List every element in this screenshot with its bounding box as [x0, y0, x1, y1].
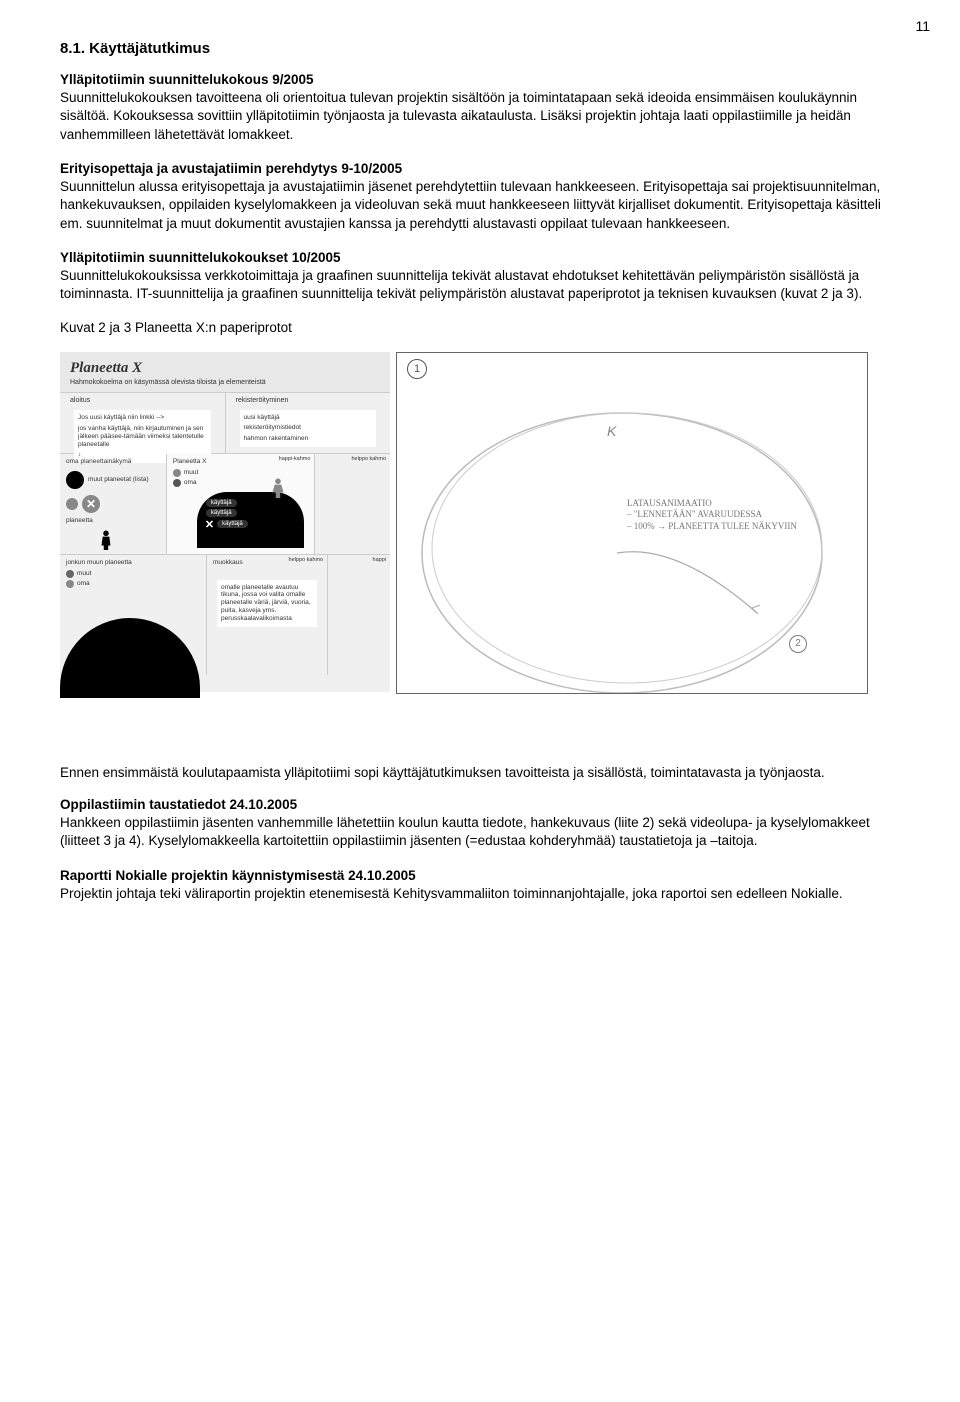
- pill: käyttäjä: [206, 499, 237, 507]
- proto-text: oma: [184, 479, 197, 486]
- proto-text: helppo kahmo: [351, 456, 386, 462]
- pill: käyttäjä: [206, 509, 237, 517]
- paper-proto-left: Planeetta X Hahmokokoelma on käsymässä o…: [60, 352, 390, 692]
- paragraph-text: Suunnittelukokouksen tavoitteena oli ori…: [60, 90, 857, 141]
- proto-text: rekisteröitymistiedot: [244, 424, 373, 432]
- proto-text: muut: [184, 469, 198, 476]
- proto-text: helppo kahmo: [289, 557, 324, 563]
- proto-text: – 100% → PLANEETTA TULEE NÄKYVIIN: [627, 521, 797, 533]
- page-number: 11: [915, 18, 930, 34]
- paragraph-text: Suunnittelun alussa erityisopettaja ja a…: [60, 179, 881, 230]
- proto-box: omalle planeetalle avautuu tikuna, jossa…: [217, 580, 317, 627]
- subheading: Ylläpitotiimin suunnittelukokoukset 10/2…: [60, 250, 341, 265]
- block-2: Erityisopettaja ja avustajatiimin perehd…: [60, 160, 900, 233]
- proto-text: muut: [77, 570, 91, 577]
- proto-text: muut planeetat (lista): [88, 476, 149, 483]
- dot-icon: [66, 570, 74, 578]
- sketch-letter: K: [607, 423, 616, 439]
- proto-subtitle: Hahmokokoelma on käsymässä olevista tilo…: [60, 379, 390, 393]
- cell-label: jonkun muun planeetta: [66, 559, 200, 566]
- dot-icon: [66, 498, 78, 510]
- proto-text: hahmon rakentaminen: [244, 435, 373, 443]
- proto-text: jos vanha käyttäjä, niin kirjautuminen j…: [78, 425, 207, 448]
- proto-text: oma: [77, 580, 90, 587]
- paragraph-text: Hankkeen oppilastiimin jäsenten vanhemmi…: [60, 815, 870, 848]
- figure-row: Planeetta X Hahmokokoelma on käsymässä o…: [60, 352, 900, 694]
- proto-text: happi-kahmo: [279, 456, 311, 462]
- section-heading: 8.1. Käyttäjätutkimus: [60, 40, 900, 57]
- paragraph-text: Suunnittelukokouksissa verkkotoimittaja …: [60, 268, 862, 301]
- proto-text: planeetta: [66, 517, 160, 524]
- proto-text: LATAUSANIMAATIO: [627, 498, 797, 510]
- proto-text: – "LENNETÄÄN" AVARUUDESSA: [627, 509, 797, 521]
- dot-icon: [173, 479, 181, 487]
- cell-label: oma planeettainäkymä: [66, 458, 160, 465]
- subheading: Oppilastiimin taustatiedot 24.10.2005: [60, 797, 297, 812]
- document-page: 11 8.1. Käyttäjätutkimus Ylläpitotiimin …: [0, 0, 960, 959]
- block-5: Raportti Nokialle projektin käynnistymis…: [60, 867, 900, 903]
- person-icon: [100, 530, 112, 550]
- person-icon: [272, 478, 284, 498]
- circled-number: 2: [789, 635, 807, 653]
- proto-title: Planeetta X: [60, 352, 390, 379]
- col-label: aloitus: [70, 397, 215, 404]
- paragraph-text: Projektin johtaja teki väliraportin proj…: [60, 886, 843, 901]
- block-4: Oppilastiimin taustatiedot 24.10.2005 Ha…: [60, 796, 900, 851]
- block-3: Ylläpitotiimin suunnittelukokoukset 10/2…: [60, 249, 900, 304]
- paragraph-text: Ennen ensimmäistä koulutapaamista ylläpi…: [60, 764, 900, 782]
- subheading: Raportti Nokialle projektin käynnistymis…: [60, 868, 416, 883]
- paper-proto-right: 1 K LATAUSANIMAATIO – "LENNETÄÄN" AVARUU…: [396, 352, 868, 694]
- block-1: Ylläpitotiimin suunnittelukokous 9/2005 …: [60, 71, 900, 144]
- proto-text: happi: [373, 557, 386, 563]
- dot-icon: [66, 471, 84, 489]
- proto-box: uusi käyttäjä rekisteröitymistiedot hahm…: [240, 410, 377, 447]
- x-icon: ✕: [82, 495, 100, 513]
- dot-icon: [173, 469, 181, 477]
- arc-shape: [60, 618, 200, 698]
- col-label: rekisteröityminen: [236, 397, 381, 404]
- subheading: Erityisopettaja ja avustajatiimin perehd…: [60, 161, 402, 176]
- sketch-annotation: LATAUSANIMAATIO – "LENNETÄÄN" AVARUUDESS…: [627, 498, 797, 533]
- pill: käyttäjä: [217, 520, 248, 528]
- proto-text: uusi käyttäjä: [244, 414, 373, 422]
- dot-icon: [66, 580, 74, 588]
- figure-caption: Kuvat 2 ja 3 Planeetta X:n paperiprotot: [60, 319, 900, 337]
- proto-text: Jos uusi käyttäjä niin linkki -->: [78, 414, 207, 422]
- subheading: Ylläpitotiimin suunnittelukokous 9/2005: [60, 72, 314, 87]
